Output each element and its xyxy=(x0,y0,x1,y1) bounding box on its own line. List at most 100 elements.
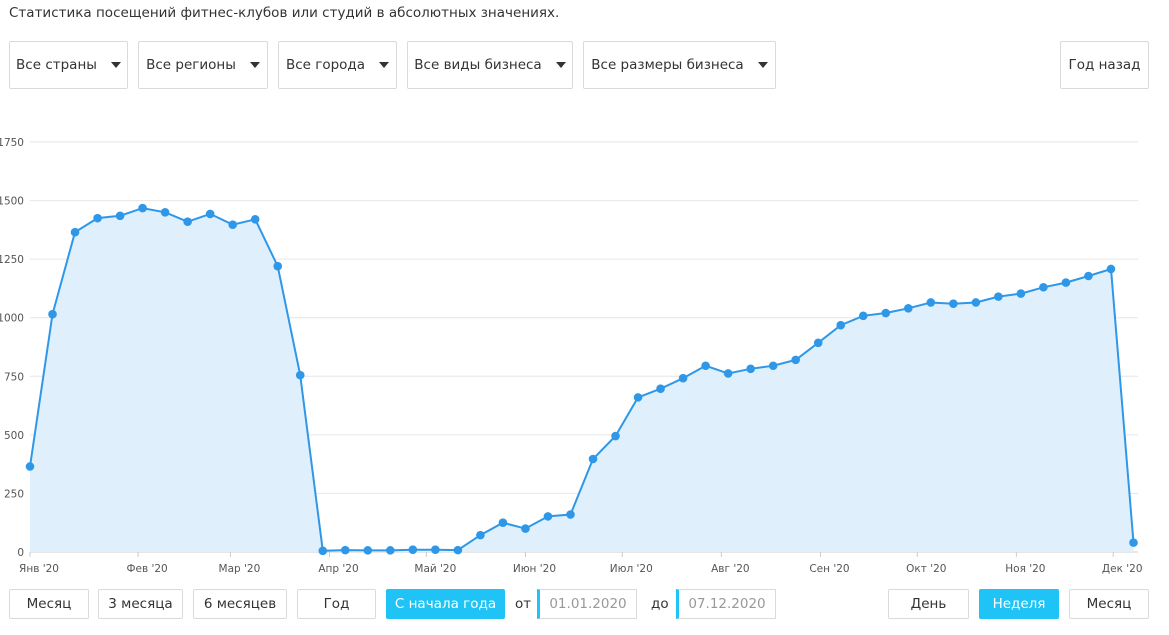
range-6-months-button[interactable]: 6 месяцев xyxy=(193,589,287,619)
y-tick-label: 1750 xyxy=(0,137,24,149)
data-point xyxy=(926,298,936,307)
page-caption: Статистика посещений фитнес-клубов или с… xyxy=(9,5,560,21)
to-label: до xyxy=(651,596,669,612)
data-point xyxy=(476,530,485,540)
granularity-month-button[interactable]: Месяц xyxy=(1069,589,1149,619)
data-point xyxy=(678,373,688,383)
granularity-week-button[interactable]: Неделя xyxy=(979,589,1059,619)
data-point xyxy=(160,207,170,217)
data-point xyxy=(588,454,598,464)
data-point xyxy=(746,364,755,374)
data-point xyxy=(813,338,823,348)
data-point xyxy=(205,209,215,219)
data-point xyxy=(611,431,620,441)
data-point xyxy=(1016,289,1026,298)
x-tick-label: Окт '20 xyxy=(906,563,946,575)
data-point xyxy=(701,361,710,371)
range-3-months-button[interactable]: 3 месяца xyxy=(98,589,183,619)
data-point xyxy=(138,203,147,213)
data-point xyxy=(858,311,868,321)
data-point xyxy=(70,227,80,237)
data-point xyxy=(25,462,35,471)
caret-down-icon xyxy=(379,62,390,68)
data-point xyxy=(431,545,440,554)
y-tick-label: 1250 xyxy=(0,254,24,266)
city-filter[interactable]: Все города xyxy=(278,41,397,89)
data-point xyxy=(1106,264,1116,274)
y-axis-ticks: 0 250 500 750 1000 1250 1500 1750 xyxy=(0,137,24,559)
x-tick-label: Фев '20 xyxy=(126,563,167,575)
x-tick-label: Апр '20 xyxy=(318,563,358,575)
y-tick-label: 750 xyxy=(4,371,24,383)
range-year-button[interactable]: Год xyxy=(297,589,376,619)
caret-down-icon xyxy=(555,62,566,68)
country-filter[interactable]: Все страны xyxy=(9,41,128,89)
caret-down-icon xyxy=(110,62,121,68)
y-tick-label: 1000 xyxy=(0,313,24,325)
region-filter[interactable]: Все регионы xyxy=(138,41,268,89)
data-point xyxy=(1084,271,1093,281)
x-tick-label: Июл '20 xyxy=(610,563,653,575)
x-tick-label: Дек '20 xyxy=(1102,563,1143,575)
country-filter-label: Все страны xyxy=(16,57,97,73)
data-point xyxy=(656,384,665,394)
data-point xyxy=(228,220,237,230)
x-tick-label: Май '20 xyxy=(414,563,456,575)
data-point xyxy=(48,309,57,319)
x-tick-label: Авг '20 xyxy=(711,563,749,575)
range-ytd-button[interactable]: С начала года xyxy=(386,589,505,619)
y-tick-label: 0 xyxy=(17,547,24,559)
x-tick-label: Ноя '20 xyxy=(1005,563,1045,575)
from-label: от xyxy=(515,596,532,612)
x-tick-label: Янв '20 xyxy=(19,563,59,575)
visits-area xyxy=(30,208,1134,552)
visits-points xyxy=(25,203,1138,556)
data-point xyxy=(791,355,800,365)
data-point xyxy=(543,512,553,521)
caret-down-icon xyxy=(249,62,260,68)
data-point xyxy=(340,545,350,555)
data-point xyxy=(949,299,958,308)
x-tick-label: Сен '20 xyxy=(809,563,849,575)
x-axis-ticks: Янв '20 Фев '20 Мар '20 Апр '20 Май '20 Июн '… xyxy=(19,552,1143,575)
data-point xyxy=(273,261,283,271)
data-point xyxy=(363,546,373,555)
region-filter-label: Все регионы xyxy=(146,57,236,73)
data-point xyxy=(768,361,778,371)
data-point xyxy=(971,298,981,307)
data-point xyxy=(93,213,102,223)
data-point xyxy=(408,545,418,554)
to-date-input[interactable]: 07.12.2020 xyxy=(676,589,776,619)
data-point xyxy=(1061,278,1071,287)
business-size-filter-label: Все размеры бизнеса xyxy=(591,57,744,73)
data-point xyxy=(1129,538,1138,547)
y-tick-label: 1500 xyxy=(0,196,24,208)
x-tick-label: Июн '20 xyxy=(513,563,556,575)
data-point xyxy=(115,211,125,221)
y-tick-label: 500 xyxy=(4,430,24,442)
data-point xyxy=(836,320,846,330)
x-tick-label: Мар '20 xyxy=(219,563,261,575)
data-point xyxy=(994,292,1003,301)
from-date-input[interactable]: 01.01.2020 xyxy=(537,589,637,619)
data-point xyxy=(295,370,305,380)
city-filter-label: Все города xyxy=(285,57,366,73)
data-point xyxy=(183,217,192,226)
granularity-day-button[interactable]: День xyxy=(888,589,969,619)
data-point xyxy=(498,518,508,528)
business-type-filter[interactable]: Все виды бизнеса xyxy=(407,41,573,89)
range-month-button[interactable]: Месяц xyxy=(9,589,89,619)
data-point xyxy=(633,393,643,402)
business-size-filter[interactable]: Все размеры бизнеса xyxy=(583,41,776,89)
data-point xyxy=(250,215,260,224)
data-point xyxy=(386,546,395,555)
data-point xyxy=(1039,282,1048,292)
data-point xyxy=(318,546,328,556)
data-point xyxy=(903,304,913,313)
year-ago-label: Год назад xyxy=(1068,57,1141,73)
data-point xyxy=(566,510,575,519)
data-point xyxy=(453,545,463,555)
data-point xyxy=(521,524,530,533)
year-ago-button[interactable]: Год назад xyxy=(1060,41,1149,89)
caret-down-icon xyxy=(757,62,768,68)
